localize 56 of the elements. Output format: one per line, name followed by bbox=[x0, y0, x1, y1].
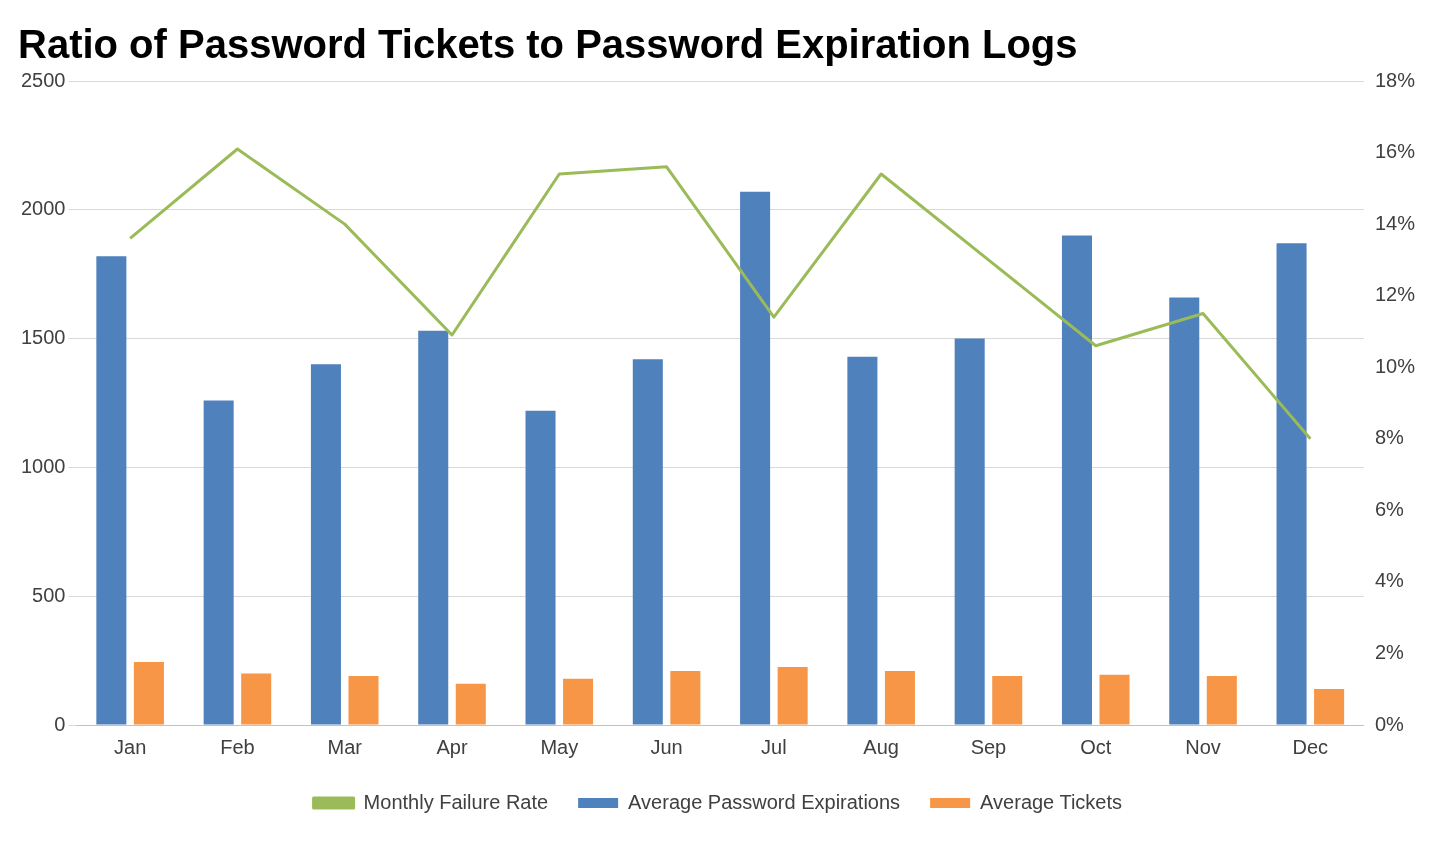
y-tick-label: 2500 bbox=[20, 68, 66, 91]
x-tick-label: Jul bbox=[761, 735, 787, 758]
y-tick-label: 1500 bbox=[20, 326, 66, 349]
bar bbox=[241, 673, 272, 725]
x-tick-label: Jun bbox=[650, 735, 683, 758]
bar bbox=[847, 356, 878, 725]
legend-label: Monthly Failure Rate bbox=[363, 790, 549, 813]
bar bbox=[740, 191, 771, 725]
bar bbox=[455, 683, 486, 725]
bar bbox=[992, 676, 1023, 725]
bar bbox=[203, 400, 234, 725]
y-tick-label: 1000 bbox=[20, 454, 66, 477]
y2-tick-label: 10% bbox=[1374, 354, 1416, 377]
x-tick-label: May bbox=[540, 735, 579, 758]
bar bbox=[777, 667, 808, 725]
y2-tick-label: 16% bbox=[1374, 140, 1416, 163]
bar bbox=[1099, 674, 1130, 725]
bar bbox=[348, 676, 379, 725]
bar bbox=[1061, 235, 1092, 725]
legend-label: Average Password Expirations bbox=[628, 790, 901, 813]
legend-label: Average Tickets bbox=[980, 790, 1123, 813]
bar bbox=[310, 364, 341, 725]
x-tick-label: Oct bbox=[1080, 735, 1112, 758]
x-tick-label: Aug bbox=[863, 735, 899, 758]
x-tick-label: Nov bbox=[1185, 735, 1221, 758]
x-tick-label: Jan bbox=[114, 735, 147, 758]
bar bbox=[1276, 243, 1307, 725]
bar bbox=[96, 256, 127, 725]
y2-tick-label: 12% bbox=[1374, 283, 1416, 306]
bar bbox=[563, 678, 594, 725]
bar bbox=[670, 670, 701, 725]
bar bbox=[1206, 676, 1237, 725]
y2-tick-label: 2% bbox=[1374, 640, 1405, 663]
x-tick-label: Mar bbox=[327, 735, 363, 758]
y2-tick-label: 8% bbox=[1374, 426, 1405, 449]
y2-tick-label: 14% bbox=[1374, 211, 1416, 234]
y2-tick-label: 6% bbox=[1374, 497, 1405, 520]
x-tick-label: Apr bbox=[436, 735, 468, 758]
bar bbox=[884, 670, 915, 725]
x-tick-label: Sep bbox=[970, 735, 1007, 758]
chart-title: Ratio of Password Tickets to Password Expiration Logs bbox=[18, 22, 1078, 67]
y2-tick-label: 0% bbox=[1374, 712, 1405, 735]
bar bbox=[954, 338, 985, 725]
y2-tick-label: 18% bbox=[1374, 68, 1416, 91]
bar bbox=[133, 661, 164, 725]
bar bbox=[632, 359, 663, 725]
y2-tick-label: 4% bbox=[1374, 569, 1405, 592]
y-tick-label: 500 bbox=[32, 583, 66, 606]
bar bbox=[1314, 688, 1345, 725]
bar bbox=[525, 410, 556, 725]
y-tick-label: 2000 bbox=[20, 197, 66, 220]
x-tick-label: Dec bbox=[1292, 735, 1329, 758]
bar bbox=[418, 330, 449, 725]
bar bbox=[1169, 297, 1200, 725]
x-tick-label: Feb bbox=[220, 735, 255, 758]
y-tick-label: 0 bbox=[54, 712, 66, 735]
